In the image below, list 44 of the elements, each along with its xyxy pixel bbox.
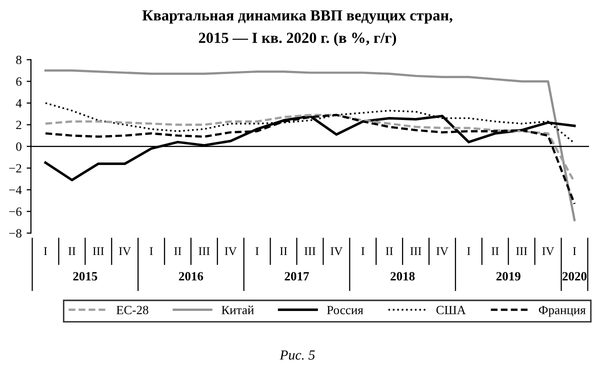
text: 2016 — [178, 272, 204, 280]
x-tick-label: IV — [436, 247, 448, 256]
x-tick-label: I — [361, 247, 364, 256]
x-tick-label: IV — [224, 247, 237, 256]
text: 2020 — [562, 272, 587, 280]
chart-title: Квартальная динамика ВВП ведущих стран, — [142, 10, 452, 24]
x-tick-label: I — [150, 247, 153, 256]
y-tick-label: 8 — [16, 56, 22, 64]
x-tick-label: II — [174, 247, 182, 256]
x-tick-label: IV — [330, 247, 343, 256]
legend-label: ЕС-28 — [116, 306, 148, 314]
legend-label: США — [436, 306, 466, 314]
x-tick-label: II — [386, 247, 393, 256]
text: 2017 — [284, 272, 309, 280]
y-tick-label: 4 — [16, 99, 22, 108]
x-tick-label: III — [410, 247, 422, 256]
x-tick-label: I — [44, 247, 48, 256]
x-tick-label: III — [198, 247, 210, 256]
y-tick-label: 0 — [16, 142, 22, 151]
x-tick-label: III — [92, 247, 104, 256]
x-tick-label: IV — [542, 247, 554, 256]
text: 2015 — [73, 272, 98, 280]
text: Рис. 5 — [280, 350, 315, 360]
x-tick-label: II — [68, 247, 76, 256]
y-tick-label: 2 — [16, 120, 22, 130]
x-tick-label: III — [304, 247, 316, 256]
legend-label: Франция — [538, 306, 586, 317]
x-tick-label: I — [467, 247, 470, 256]
y-tick-label: −4 — [9, 186, 22, 194]
x-tick-label: IV — [119, 247, 131, 256]
text: 2019 — [496, 272, 520, 280]
x-tick-label: I — [256, 247, 259, 256]
legend-label: Китай — [222, 306, 254, 314]
y-tick-label: −8 — [9, 229, 22, 238]
legend-label: Россия — [327, 306, 364, 314]
x-tick-label: I — [572, 247, 576, 256]
y-tick-label: −6 — [9, 208, 22, 216]
chart-subtitle: 2015 — I кв. 2020 г. (в %, г/г) — [198, 32, 396, 46]
y-tick-label: 6 — [16, 77, 22, 86]
x-tick-label: III — [516, 247, 528, 256]
text: 2018 — [390, 272, 415, 280]
x-tick-label: II — [280, 247, 288, 256]
x-tick-label: II — [492, 247, 499, 256]
y-tick-label: −2 — [9, 164, 22, 172]
